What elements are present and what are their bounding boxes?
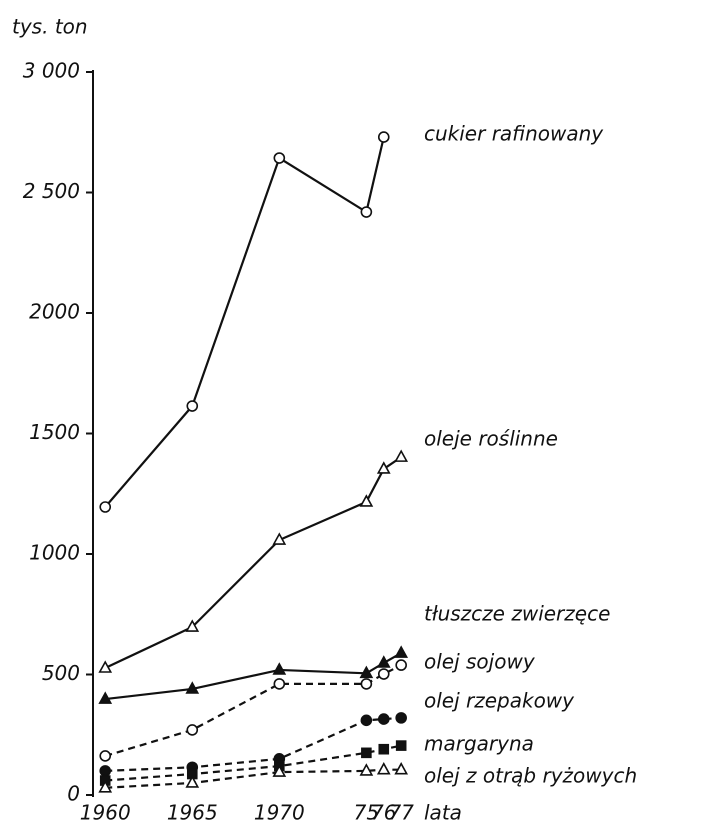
point: [272, 764, 287, 777]
point: [273, 678, 286, 690]
point: [99, 765, 112, 777]
series-line: [105, 652, 402, 701]
y-tick-label: 1500: [29, 420, 80, 444]
point: [359, 665, 374, 679]
point: [273, 152, 286, 164]
series-label: olej z otrąb ryżowych: [424, 764, 637, 788]
point: [377, 713, 390, 725]
y-axis-label: tys. ton: [12, 15, 88, 39]
y-tick-label: 0: [67, 782, 80, 806]
point: [98, 691, 113, 704]
point: [185, 775, 200, 788]
x-tick-label: 1970: [254, 801, 305, 825]
y-tick-label: 2000: [29, 300, 80, 324]
series-line: [105, 744, 402, 782]
y-tick-label: 500: [42, 661, 80, 685]
series-label: cukier rafinowany: [424, 122, 604, 146]
series-line: [104, 664, 402, 758]
series-label: tłuszcze zwierzęce: [424, 602, 610, 626]
series-label: oleje roślinne: [424, 427, 558, 451]
x-tick-label: 76: [371, 801, 396, 825]
x-tick-label: 77: [388, 801, 414, 825]
point: [272, 532, 287, 545]
point: [186, 724, 199, 736]
y-tick-label: 1000: [29, 541, 80, 565]
x-tick-label: 1960: [80, 801, 131, 825]
point: [185, 619, 200, 632]
x-tick-label: 75: [354, 801, 379, 825]
series-line: [104, 456, 402, 669]
point: [272, 662, 287, 675]
point: [395, 740, 407, 751]
point: [376, 762, 391, 775]
x-tick-label: 1965: [167, 801, 218, 825]
point: [361, 747, 372, 759]
point: [376, 655, 391, 668]
point: [99, 750, 112, 762]
point: [360, 714, 373, 727]
series-line: [105, 716, 402, 772]
series-line: [105, 768, 402, 789]
y-tick-label: 3 000: [23, 59, 80, 83]
series-line: [104, 136, 385, 508]
point: [394, 645, 409, 658]
series-label: olej rzepakowy: [424, 689, 575, 713]
point: [99, 501, 112, 513]
point: [98, 660, 113, 673]
point: [394, 762, 409, 775]
point: [395, 712, 407, 724]
point: [360, 678, 373, 690]
point: [185, 681, 200, 694]
point: [376, 461, 391, 474]
series-label: margaryna: [424, 732, 534, 756]
point: [359, 763, 374, 776]
point: [98, 780, 113, 793]
point: [377, 668, 390, 680]
point: [186, 400, 199, 412]
point: [360, 206, 373, 218]
point: [377, 131, 390, 143]
point: [394, 449, 409, 462]
x-axis-label: lata: [424, 801, 462, 825]
point: [395, 659, 407, 671]
point: [378, 743, 390, 755]
y-tick-label: 2 500: [23, 179, 80, 203]
series-label: olej sojowy: [424, 650, 536, 674]
point: [359, 494, 374, 507]
